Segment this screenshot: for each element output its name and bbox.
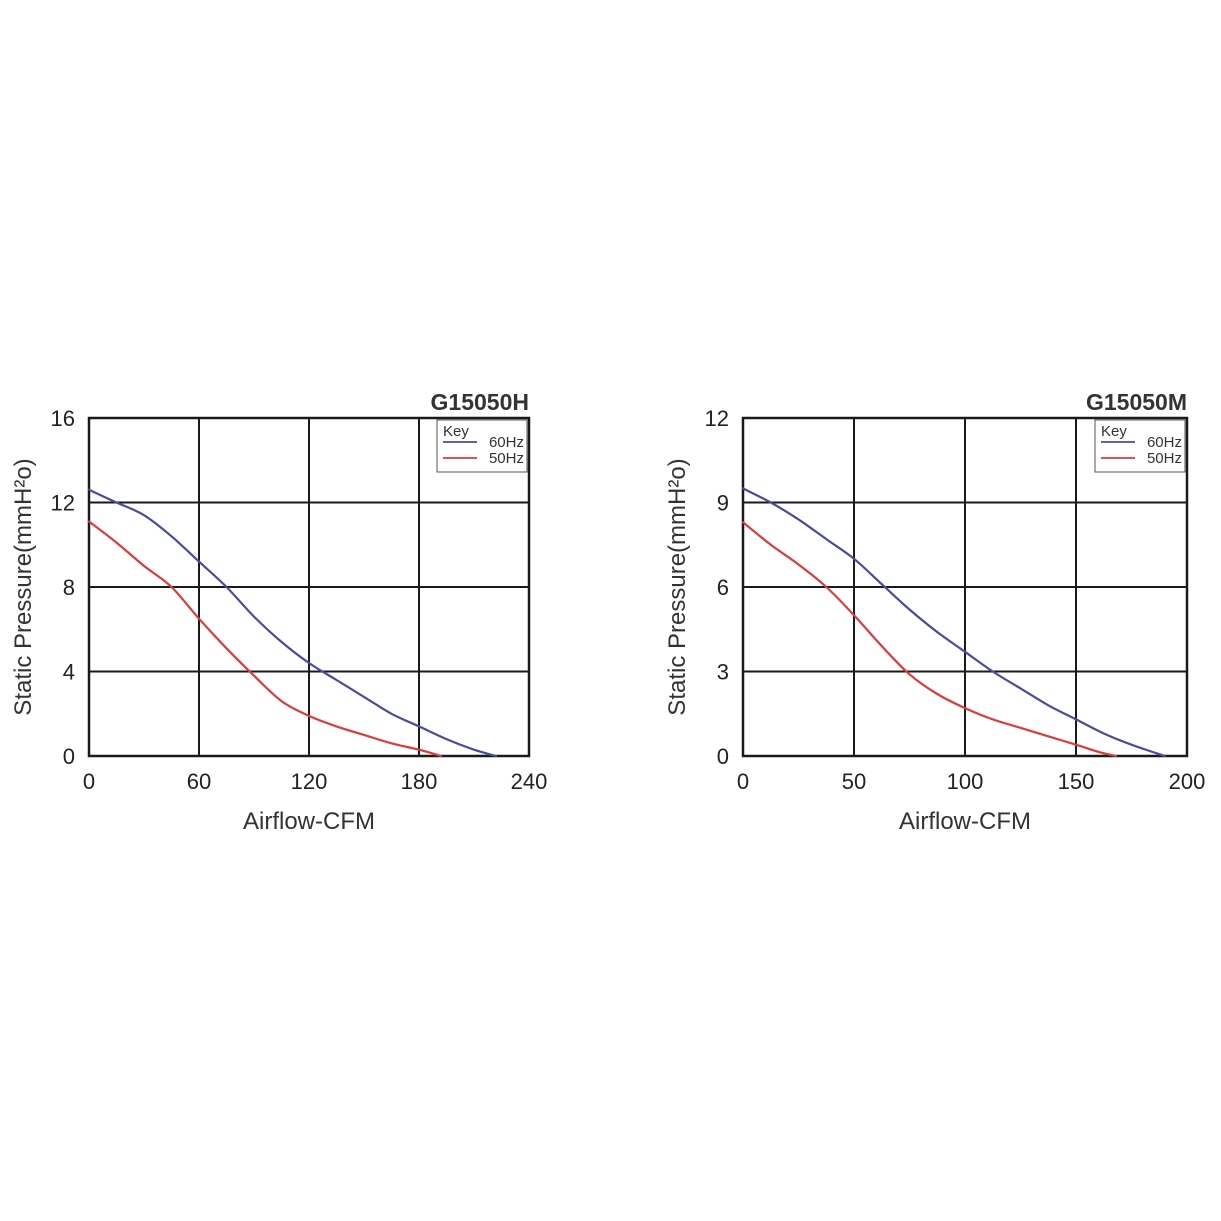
x-axis-title: Airflow-CFM bbox=[243, 808, 375, 835]
x-tick-label: 0 bbox=[737, 769, 749, 794]
legend-box bbox=[436, 419, 528, 473]
legend-title: Key bbox=[443, 423, 469, 440]
y-tick-label: 12 bbox=[705, 406, 729, 431]
chart-title: G15050H bbox=[431, 389, 529, 415]
series-line-50hz bbox=[741, 521, 1118, 758]
x-axis-title: Airflow-CFM bbox=[899, 808, 1031, 835]
plot-frame bbox=[87, 416, 531, 758]
x-tick-label: 180 bbox=[401, 769, 438, 794]
x-tick-label: 120 bbox=[291, 769, 328, 794]
y-tick-label: 0 bbox=[63, 744, 75, 769]
y-tick-label: 0 bbox=[717, 744, 729, 769]
y-tick-label: 16 bbox=[51, 406, 75, 431]
y-tick-label: 9 bbox=[717, 491, 729, 516]
y-tick-label: 6 bbox=[717, 575, 729, 600]
y-tick-label: 8 bbox=[63, 575, 75, 600]
x-tick-label: 60 bbox=[187, 769, 211, 794]
y-tick-label: 4 bbox=[63, 660, 75, 685]
chart-g15050h: 0 60 120 180 240 0 4 8 12 16 G15050H Airflow-CFM Sta… bbox=[10, 389, 547, 835]
chart-g15050m: 0 50 100 150 200 0 3 6 9 12 G15050M Airflow-CFM Stat… bbox=[664, 389, 1205, 835]
x-tick-label: 150 bbox=[1058, 769, 1095, 794]
legend-label-50hz: 50Hz bbox=[489, 450, 524, 467]
legend-title: Key bbox=[1101, 423, 1127, 440]
x-tick-label: 0 bbox=[83, 769, 95, 794]
x-tick-label: 200 bbox=[1169, 769, 1206, 794]
y-axis-title: Static Pressure(mmH²o) bbox=[10, 458, 37, 715]
x-tick-label: 50 bbox=[842, 769, 866, 794]
legend-box bbox=[1094, 419, 1186, 473]
legend-label-60hz: 60Hz bbox=[489, 434, 524, 451]
series-line-60hz bbox=[741, 487, 1166, 758]
y-axis-title: Static Pressure(mmH²o) bbox=[664, 458, 691, 715]
series-line-60hz bbox=[87, 488, 498, 758]
x-tick-label: 240 bbox=[511, 769, 548, 794]
series-line-50hz bbox=[87, 520, 443, 758]
x-tick-label: 100 bbox=[947, 769, 984, 794]
chart-title: G15050M bbox=[1086, 389, 1187, 415]
y-tick-label: 3 bbox=[717, 660, 729, 685]
legend-label-50hz: 50Hz bbox=[1147, 450, 1182, 467]
legend-label-60hz: 60Hz bbox=[1147, 434, 1182, 451]
y-tick-label: 12 bbox=[51, 491, 75, 516]
plot-frame bbox=[741, 416, 1189, 758]
